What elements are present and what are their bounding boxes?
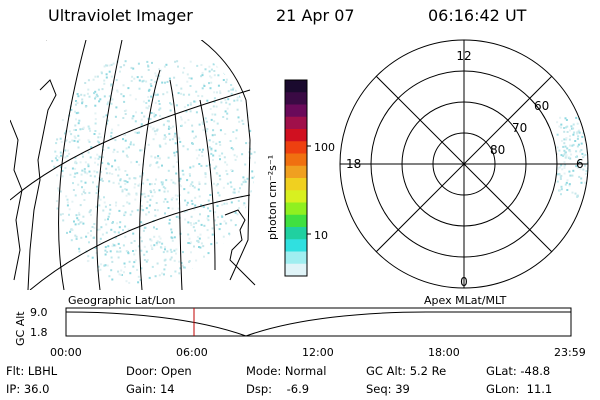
status-gain: Gain: 14: [126, 382, 175, 396]
parallel-line: [29, 194, 251, 290]
meridian-line: [199, 99, 216, 271]
polar-plot: 12 18 6 0 60 70 80: [339, 39, 589, 289]
colorbar-swatch: [285, 153, 307, 167]
colorbar-unit-label: photon cm⁻²s⁻¹: [266, 154, 279, 240]
geo-map-label: Geographic Lat/Lon: [68, 294, 176, 307]
mlt-label-12: 12: [456, 49, 471, 63]
colorbar-swatch: [285, 141, 307, 154]
time-tick-1200: 12:00: [302, 346, 334, 359]
altitude-ylabel: GC Alt: [14, 311, 27, 346]
date-label: 21 Apr 07: [276, 6, 355, 25]
altitude-ytick-bottom: 1.8: [30, 326, 48, 339]
coastline: [27, 79, 57, 290]
altitude-ytick-top: 9.0: [30, 306, 48, 319]
polar-diagonal: [375, 75, 553, 253]
coastline: [224, 209, 256, 286]
mlat-label-60: 60: [534, 99, 549, 113]
coastline: [10, 119, 23, 281]
mlt-label-6: 6: [576, 157, 584, 171]
colorbar-swatch: [285, 263, 307, 277]
altitude-curve: [65, 311, 571, 337]
mlt-label-0: 0: [460, 275, 468, 289]
instrument-title: Ultraviolet Imager: [48, 6, 193, 25]
mlat-label-70: 70: [512, 121, 527, 135]
earth-disk-edge: [46, 40, 251, 281]
parallel-line: [10, 89, 251, 201]
status-glon: GLon: 11.1: [486, 382, 553, 396]
colorbar-swatch: [285, 239, 307, 252]
meridian-line: [96, 40, 123, 290]
colorbar-tick-10: 10: [314, 229, 328, 242]
colorbar-swatch: [285, 104, 307, 118]
polar-plot-label: Apex MLat/MLT: [424, 294, 507, 307]
colorbar-swatch: [285, 214, 307, 228]
status-glat: GLat: -48.8: [486, 364, 551, 378]
time-tick-0000: 00:00: [50, 346, 82, 359]
meridian-line: [58, 40, 87, 290]
colorbar-swatch: [285, 80, 307, 93]
colorbar-swatch: [285, 116, 307, 130]
status-gc-alt: GC Alt: 5.2 Re: [366, 364, 447, 378]
uv-emission-speckle: [51, 60, 256, 286]
status-mode: Mode: Normal: [246, 364, 327, 378]
status-dsp: Dsp: -6.9: [246, 382, 310, 396]
altitude-plot: [65, 307, 572, 337]
colorbar-swatch: [285, 178, 307, 191]
colorbar-swatch: [285, 129, 307, 142]
colorbar-swatch: [285, 251, 307, 265]
color-bar: [284, 79, 311, 277]
time-tick-2359: 23:59: [554, 346, 586, 359]
status-flt: Flt: LBHL: [6, 364, 58, 378]
mlat-label-80: 80: [490, 143, 505, 157]
colorbar-tick-100: 100: [314, 141, 335, 154]
mlt-label-18: 18: [346, 157, 361, 171]
meridian-line: [169, 79, 183, 290]
colorbar-swatch: [285, 165, 307, 179]
status-door: Door: Open: [126, 364, 192, 378]
time-tick-1800: 18:00: [428, 346, 460, 359]
colorbar-swatch: [285, 202, 307, 216]
geographic-map: [10, 40, 256, 290]
time-label: 06:16:42 UT: [428, 6, 527, 25]
colorbar-swatch: [285, 92, 307, 105]
colorbar-swatch: [285, 227, 307, 240]
status-ip: IP: 36.0: [6, 382, 50, 396]
time-tick-0600: 06:00: [176, 346, 208, 359]
colorbar-swatch: [285, 190, 307, 203]
meridian-line: [139, 69, 161, 290]
status-seq: Seq: 39: [366, 382, 410, 396]
